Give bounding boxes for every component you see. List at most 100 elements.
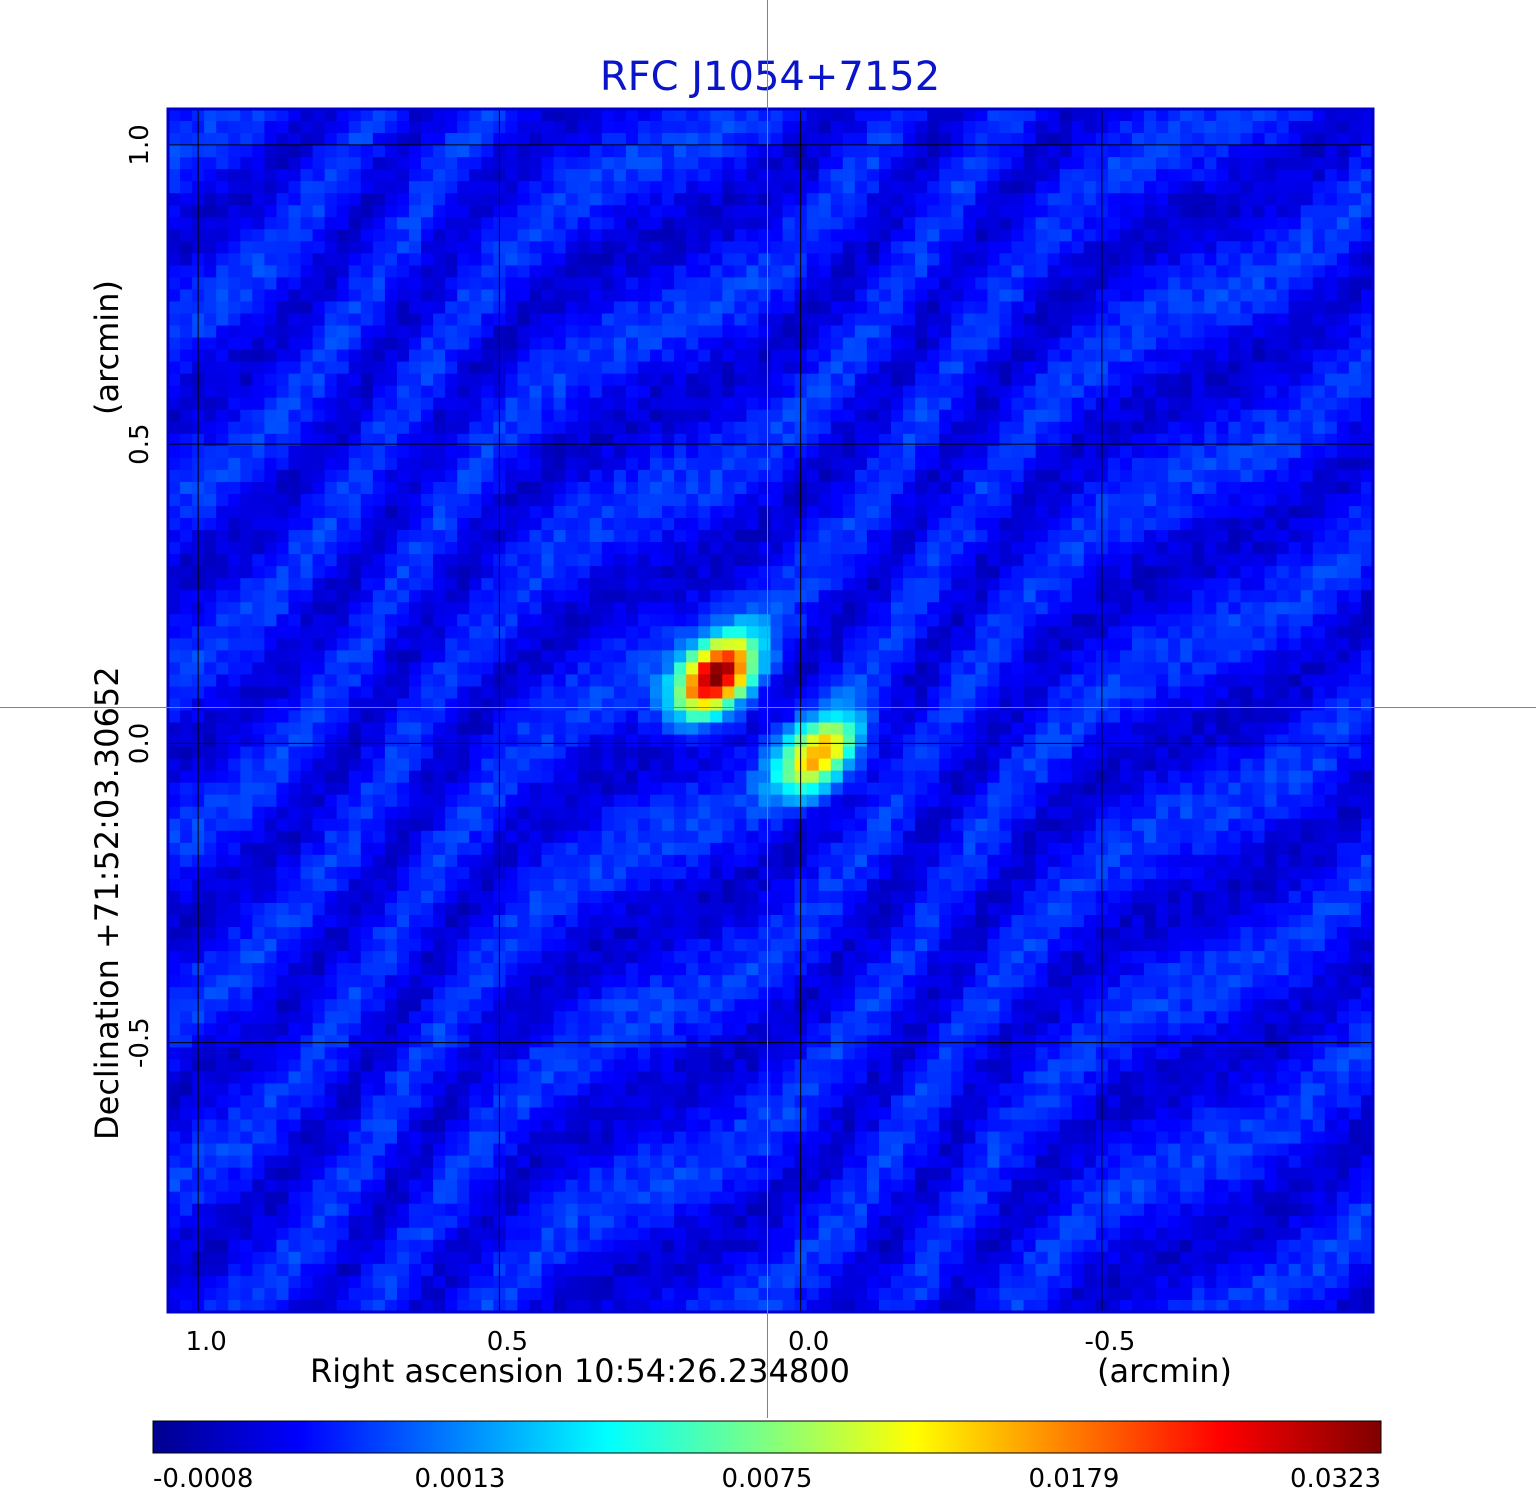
heatmap-cell [216,217,229,230]
heatmap-cell [1119,602,1133,615]
heatmap-cell [806,590,820,603]
heatmap-cell [1035,674,1049,688]
heatmap-cell [1011,554,1025,567]
heatmap-cell [1132,493,1145,507]
heatmap-cell [637,313,651,327]
heatmap-cell [505,409,519,423]
heatmap-cell [1047,265,1061,279]
heatmap-cell [915,409,928,423]
heatmap-cell [433,253,446,266]
heatmap-cell [481,481,494,495]
heatmap-cell [1035,193,1049,206]
heatmap-cell [1276,554,1290,567]
heatmap-cell [915,157,928,170]
heatmap-cell [1252,265,1266,279]
heatmap-cell [818,205,832,218]
heatmap-cell [1119,518,1133,531]
heatmap-cell [204,169,217,182]
heatmap-cell [722,554,735,567]
heatmap-cell [710,289,723,303]
heatmap-cell [1180,397,1193,411]
heatmap-cell [1107,133,1121,146]
heatmap-cell [348,337,362,351]
heatmap-cell [216,193,229,206]
heatmap-cell [770,542,784,555]
heatmap-cell [1168,566,1181,579]
heatmap-cell [168,614,181,627]
heatmap-cell [1035,409,1049,423]
heatmap-cell [1228,133,1242,146]
heatmap-cell [746,217,760,230]
heatmap-cell [1119,349,1133,363]
heatmap-cell [1107,229,1121,242]
heatmap-cell [1336,686,1350,700]
heatmap-cell [710,493,723,507]
heatmap-cell [710,277,723,291]
heatmap-cell [1348,145,1362,158]
heatmap-cell [1204,121,1217,134]
heatmap-cell [445,265,458,279]
heatmap-cell [288,445,302,459]
heatmap-cell [1035,698,1049,712]
heatmap-cell [565,229,579,242]
heatmap-cell [168,433,181,447]
heatmap-cell [1083,590,1097,603]
heatmap-cell [565,421,579,435]
heatmap-cell [336,325,350,339]
heatmap-cell [1276,313,1290,327]
heatmap-cell [372,445,386,459]
heatmap-cell [987,301,1001,315]
heatmap-cell [1240,109,1254,122]
heatmap-cell [975,157,988,170]
heatmap-cell [1156,505,1169,519]
heatmap-cell [1011,433,1025,447]
heatmap-cell [927,325,940,339]
heatmap-cell [168,505,181,519]
heatmap-cell [625,602,639,615]
heatmap-cell [903,542,916,555]
heatmap-cell [384,457,398,471]
heatmap-cell [1119,650,1133,663]
heatmap-cell [782,217,796,230]
heatmap-cell [396,289,410,303]
heatmap-cell [1168,481,1181,495]
heatmap-cell [758,686,772,700]
heatmap-cell [1336,217,1350,230]
heatmap-cell [312,361,326,375]
heatmap-cell [252,157,265,170]
heatmap-cell [782,614,796,627]
heatmap-cell [372,205,386,218]
heatmap-cell [1360,121,1374,134]
heatmap-cell [951,469,964,483]
heatmap-cell [517,698,531,712]
heatmap-cell [939,518,952,531]
heatmap-cell [409,349,422,363]
heatmap-cell [601,181,615,194]
heatmap-cell [1035,373,1049,387]
heatmap-cell [180,433,193,447]
heatmap-cell [1107,626,1121,639]
heatmap-cell [1288,457,1302,471]
heatmap-cell [553,313,567,327]
heatmap-cell [1083,662,1097,676]
heatmap-cell [734,313,747,327]
heatmap-cell [927,626,940,639]
heatmap-cell [1252,373,1266,387]
heatmap-cell [1035,277,1049,291]
heatmap-cell [1240,241,1254,254]
heatmap-cell [505,445,519,459]
heatmap-cell [674,265,687,279]
heatmap-cell [276,205,290,218]
heatmap-cell [854,650,868,663]
heatmap-cell [1107,409,1121,423]
heatmap-cell [951,157,964,170]
heatmap-cell [1228,445,1242,459]
heatmap-cell [1071,481,1085,495]
heatmap-cell [300,698,314,712]
heatmap-cell [698,241,711,254]
heatmap-cell [818,121,832,134]
heatmap-cell [589,614,603,627]
heatmap-cell [1011,602,1025,615]
heatmap-cell [1276,289,1290,303]
heatmap-cell [264,530,278,543]
